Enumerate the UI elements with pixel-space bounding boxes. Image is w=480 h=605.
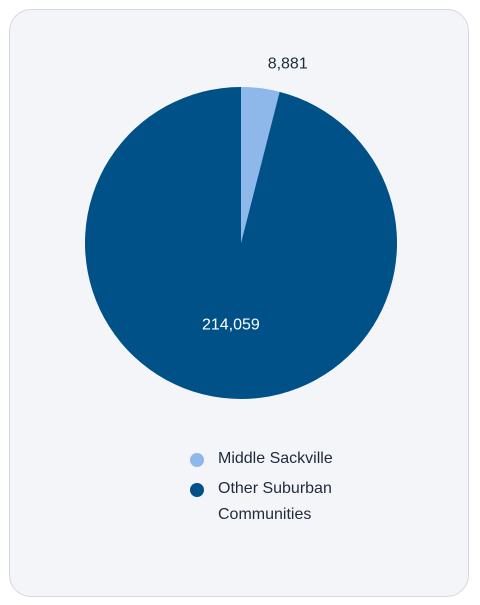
legend: Middle Sackville Other Suburban Communit… bbox=[190, 450, 450, 536]
pie-value-label-middle-sackville: 8,881 bbox=[268, 55, 308, 72]
pie-value-label-other-suburban-communities: 214,059 bbox=[202, 316, 260, 333]
legend-label-other-suburban-communities: Other Suburban Communities bbox=[218, 480, 332, 523]
pie-slice-middle-sackville[interactable] bbox=[241, 87, 280, 243]
legend-label-middle-sackville: Middle Sackville bbox=[218, 450, 333, 467]
legend-swatch-other-suburban-communities bbox=[190, 483, 204, 497]
pie-slice-other-suburban-communities[interactable] bbox=[84, 87, 397, 399]
legend-item-middle-sackville[interactable]: Middle Sackville bbox=[190, 450, 450, 472]
chart-card: 8,881 214,059 Middle Sackville Other Subu… bbox=[9, 9, 469, 597]
pie-chart: 8,881 214,059 bbox=[84, 55, 397, 399]
legend-swatch-middle-sackville bbox=[190, 453, 204, 467]
pie-slices bbox=[84, 87, 397, 399]
legend-item-other-suburban-communities[interactable]: Other Suburban Communities bbox=[190, 480, 450, 528]
pie-value-labels: 8,881 214,059 bbox=[202, 55, 308, 333]
